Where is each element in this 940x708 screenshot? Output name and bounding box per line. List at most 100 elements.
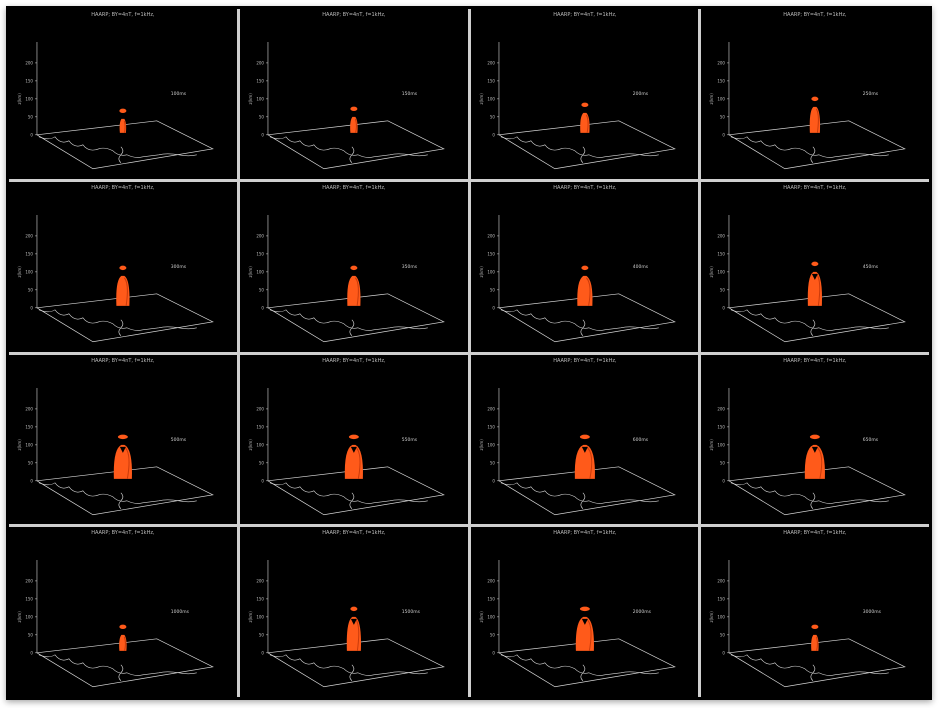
panel-title: HAARP; BY=4nT, f=1kHz, [783, 185, 847, 191]
simulation-panel: HAARP; BY=4nT, f=1kHz, 0 50 100 150 200 z(km) 5… [239, 354, 468, 525]
z-axis-label: z(km) [478, 93, 483, 105]
time-label: 1500ms [402, 609, 421, 615]
panel-title: HAARP; BY=4nT, f=1kHz, [783, 357, 847, 363]
z-tick-label: 0 [492, 478, 495, 483]
panel-title: HAARP; BY=4nT, f=1kHz, [322, 185, 386, 191]
plume-body [116, 275, 130, 306]
z-tick-label: 100 [718, 269, 726, 274]
z-axis-label: z(km) [248, 265, 253, 277]
plume [349, 106, 358, 133]
z-tick-label: 50 [720, 287, 726, 292]
panel-plot: HAARP; BY=4nT, f=1kHz, 0 50 100 150 200 z(km) 1… [17, 12, 214, 170]
plume-shade [354, 118, 357, 133]
time-label: 650ms [863, 436, 879, 442]
plume-notch [350, 619, 357, 626]
coastline [269, 654, 428, 676]
z-tick-label: 0 [261, 651, 264, 656]
plume [579, 102, 590, 133]
time-label: 350ms [402, 264, 418, 270]
plume-cap [579, 434, 590, 439]
plume-body [346, 617, 361, 652]
plume-body [807, 271, 823, 306]
z-tick-label: 150 [718, 597, 726, 602]
time-label: 2000ms [632, 609, 651, 615]
z-tick-label: 50 [28, 114, 34, 119]
panel-title: HAARP; BY=4nT, f=1kHz, [91, 530, 155, 536]
z-tick-label: 100 [487, 96, 495, 101]
coastline [810, 492, 816, 509]
plume-shade [585, 445, 592, 479]
z-tick-label: 0 [261, 132, 264, 137]
ground-box [728, 638, 907, 688]
coastline [810, 319, 816, 336]
coastline [38, 654, 197, 676]
coastline [349, 492, 354, 509]
z-tick-label: 200 [25, 60, 33, 65]
panel-title: HAARP; BY=4nT, f=1kHz, [322, 12, 386, 18]
panel-title: HAARP; BY=4nT, f=1kHz, [91, 357, 155, 363]
z-tick-label: 50 [28, 460, 34, 465]
time-label: 550ms [402, 436, 418, 442]
time-label: 1000ms [171, 609, 190, 615]
z-axis-label: z(km) [478, 611, 483, 623]
z-axis-label: z(km) [17, 438, 22, 450]
plume [576, 265, 592, 306]
plume-cap [810, 434, 821, 439]
z-tick-label: 50 [489, 460, 495, 465]
panel-plot: HAARP; BY=4nT, f=1kHz, 0 50 100 150 200 z(km) 5… [248, 357, 445, 515]
coastline [118, 146, 124, 163]
coastline [269, 136, 428, 158]
z-tick-label: 0 [723, 478, 726, 483]
plume-body [574, 444, 595, 479]
z-tick-label: 100 [487, 269, 495, 274]
simulation-panel: HAARP; BY=4nT, f=1kHz, 0 50 100 150 200 z(km) 6… [470, 354, 699, 525]
z-tick-label: 150 [25, 597, 33, 602]
z-tick-label: 200 [256, 579, 264, 584]
z-tick-label: 200 [487, 60, 495, 65]
z-tick-label: 100 [487, 615, 495, 620]
simulation-panel: HAARP; BY=4nT, f=1kHz, 0 50 100 150 200 z(km) 6… [701, 354, 929, 525]
coastline [810, 664, 816, 682]
coastline [731, 136, 890, 158]
z-tick-label: 100 [256, 96, 264, 101]
plume-cap [119, 108, 127, 114]
panel-plot: HAARP; BY=4nT, f=1kHz, 0 50 100 150 200 z(km) 3… [709, 530, 907, 688]
plume-notch [350, 446, 357, 453]
z-tick-label: 200 [487, 406, 495, 411]
z-tick-label: 200 [256, 233, 264, 238]
panel-plot: HAARP; BY=4nT, f=1kHz, 0 50 100 150 200 z(km) 1… [248, 530, 445, 688]
panel-plot: HAARP; BY=4nT, f=1kHz, 0 50 100 150 200 z(km) 2… [478, 530, 676, 688]
z-tick-label: 50 [489, 287, 495, 292]
plume-cap [117, 434, 128, 439]
z-axis-label: z(km) [17, 611, 22, 623]
simulation-panel: HAARP; BY=4nT, f=1kHz, 0 50 100 150 200 z(km) 4… [470, 181, 699, 352]
panel-plot: HAARP; BY=4nT, f=1kHz, 0 50 100 150 200 z(km) 6… [709, 357, 907, 515]
z-tick-label: 50 [720, 633, 726, 638]
z-tick-label: 150 [718, 251, 726, 256]
z-tick-label: 150 [718, 424, 726, 429]
plume-shade [816, 108, 820, 133]
time-label: 250ms [863, 91, 879, 97]
simulation-panel: HAARP; BY=4nT, f=1kHz, 0 50 100 150 200 z(km) 3… [701, 527, 929, 697]
time-label: 450ms [863, 264, 879, 270]
coastline [500, 309, 659, 331]
coastline [349, 146, 354, 163]
plume-shade [816, 445, 823, 479]
coastline [500, 654, 659, 676]
plume [344, 434, 363, 479]
z-tick-label: 50 [259, 633, 265, 638]
z-tick-label: 0 [723, 305, 726, 310]
z-tick-label: 100 [256, 615, 264, 620]
plume-cap [580, 102, 588, 108]
plume [805, 434, 826, 479]
panel-plot: HAARP; BY=4nT, f=1kHz, 0 50 100 150 200 z(km) 4… [478, 185, 676, 342]
z-axis-label: z(km) [248, 438, 253, 450]
panel-title: HAARP; BY=4nT, f=1kHz, [783, 12, 847, 18]
z-tick-label: 0 [30, 478, 33, 483]
coastline [500, 136, 659, 158]
coastline [349, 319, 354, 336]
z-tick-label: 200 [718, 579, 726, 584]
plume-shade [354, 445, 361, 479]
panel-title: HAARP; BY=4nT, f=1kHz, [553, 12, 617, 18]
plume-cap [579, 606, 590, 612]
